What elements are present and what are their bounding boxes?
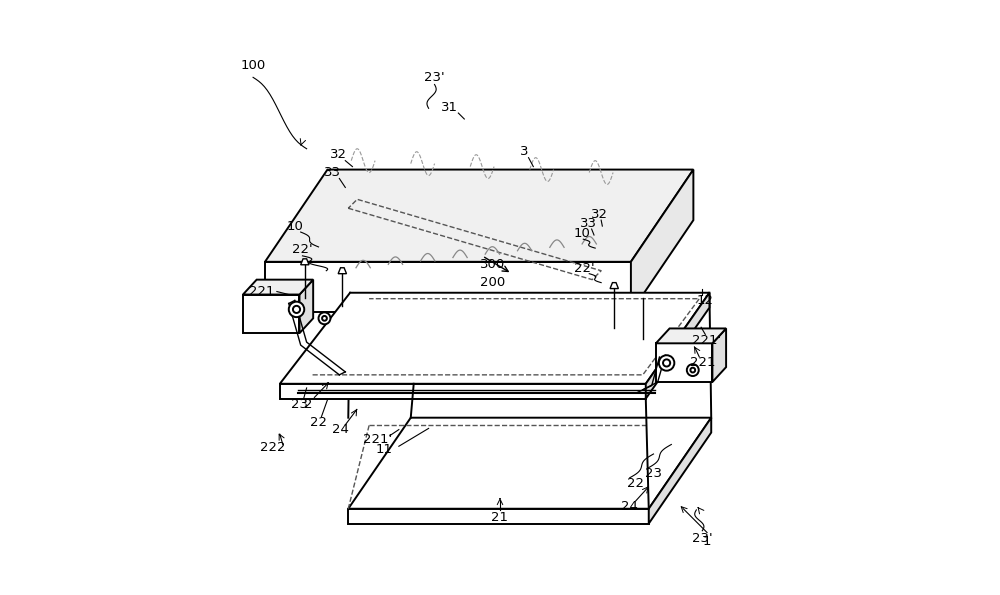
Text: 221': 221' [692,334,722,347]
Polygon shape [280,384,646,399]
Polygon shape [631,170,693,312]
Text: 100: 100 [240,59,266,72]
Text: 221: 221 [249,285,275,298]
Text: 32: 32 [330,148,347,161]
Text: 24: 24 [621,500,638,513]
Text: 22': 22' [574,262,595,275]
Text: 12: 12 [697,294,714,307]
Polygon shape [301,259,309,265]
Text: 222: 222 [260,441,285,454]
Polygon shape [649,418,711,524]
Polygon shape [338,268,346,274]
Text: 22': 22' [292,243,313,256]
Text: 221: 221 [690,356,715,369]
Polygon shape [299,280,313,333]
Text: 23': 23' [692,532,713,545]
Circle shape [289,302,304,317]
Text: 21: 21 [491,511,508,524]
Polygon shape [656,328,726,343]
Circle shape [322,316,327,321]
Polygon shape [243,295,299,333]
Text: 23: 23 [645,466,662,480]
Circle shape [663,359,670,367]
Polygon shape [265,262,631,312]
Text: 33: 33 [580,217,597,230]
Text: 3: 3 [520,145,528,158]
Polygon shape [712,328,726,382]
Text: 2: 2 [304,398,313,411]
Text: 32: 32 [591,208,608,221]
Text: 22: 22 [627,477,644,490]
Polygon shape [280,293,709,384]
Text: 24: 24 [332,423,349,436]
Circle shape [687,364,699,376]
Text: 300: 300 [480,258,505,271]
Text: 11: 11 [375,443,392,456]
Text: 22: 22 [310,416,327,429]
Circle shape [293,306,300,313]
Text: 200: 200 [480,276,505,289]
Polygon shape [265,170,693,262]
Text: 221': 221' [363,433,393,446]
Text: 31: 31 [441,101,458,114]
Text: 23: 23 [291,398,308,411]
Text: 23': 23' [424,71,445,84]
Polygon shape [348,509,649,524]
Circle shape [690,368,695,372]
Polygon shape [610,283,618,289]
Polygon shape [656,343,712,382]
Text: 33: 33 [324,166,341,179]
Text: 10: 10 [286,220,303,233]
Polygon shape [243,280,313,295]
Circle shape [319,312,330,324]
Circle shape [659,355,674,371]
Text: 1: 1 [703,535,711,548]
Polygon shape [646,293,709,399]
Polygon shape [348,418,711,509]
Text: 10: 10 [574,227,591,240]
